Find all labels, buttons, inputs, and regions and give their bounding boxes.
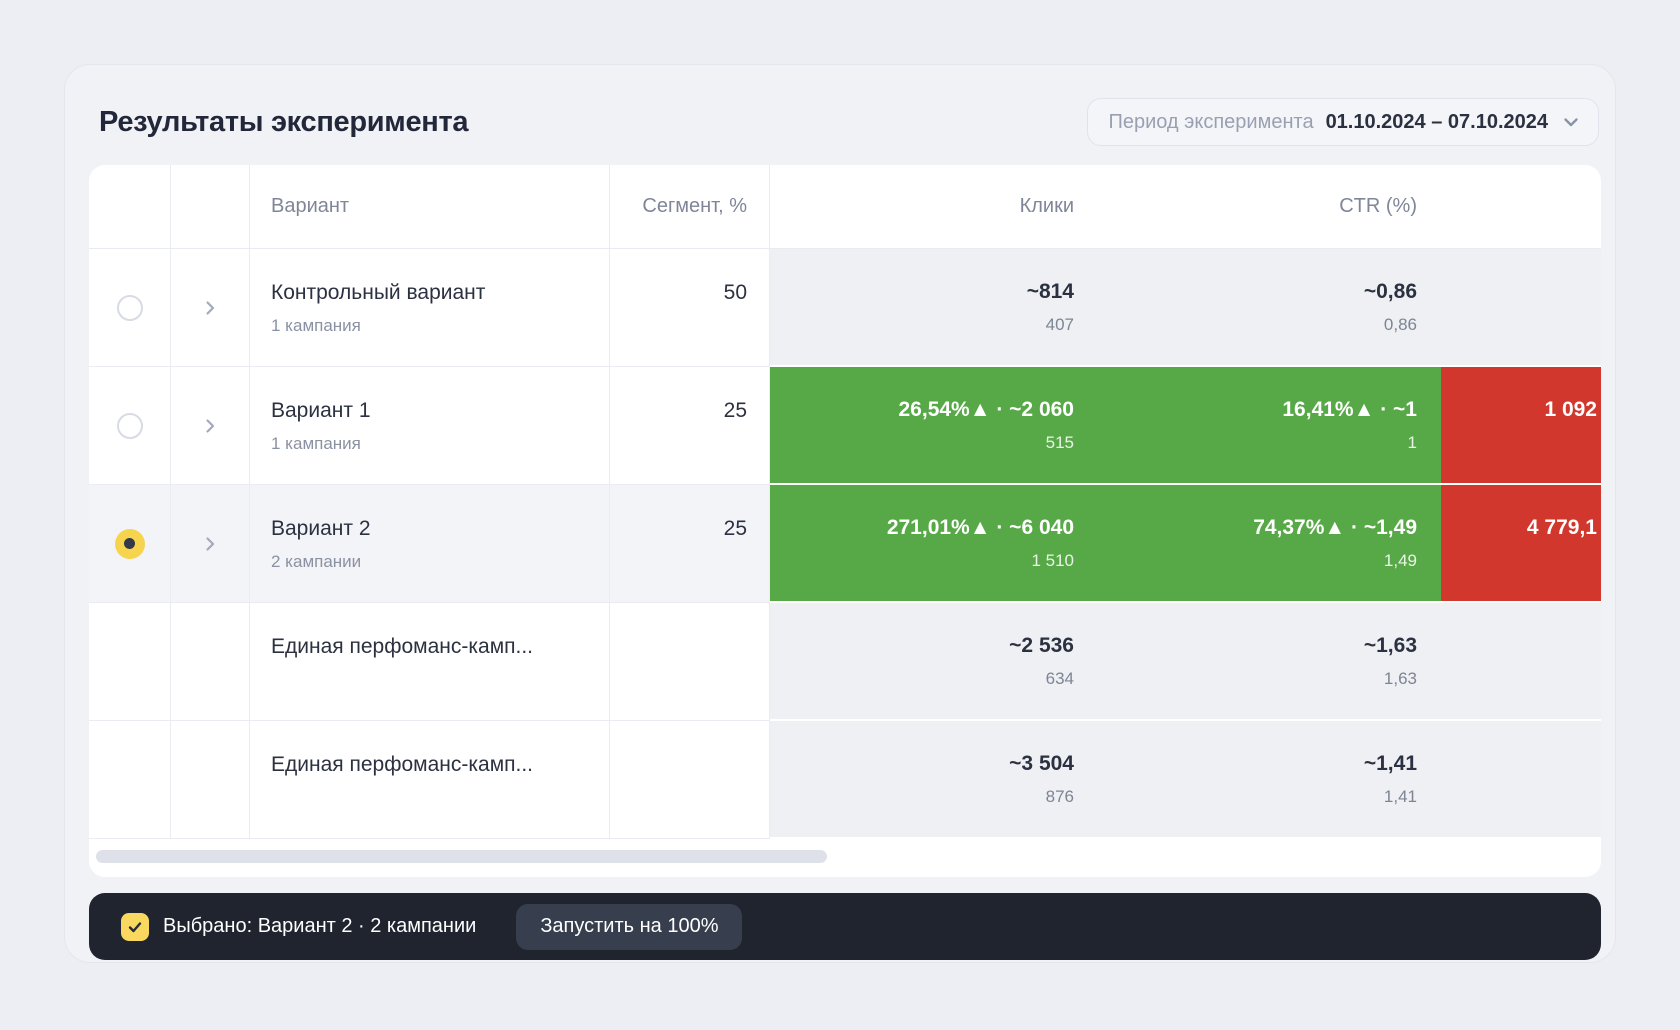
- table-row-variant-2[interactable]: Вариант 2 2 кампании 25 271,01%▲ · ~6 04…: [89, 485, 1601, 603]
- table-header-row: Вариант Сегмент, % Клики CTR (%): [89, 165, 1601, 249]
- page-title: Результаты эксперимента: [99, 105, 469, 138]
- clicks-primary: ~3 504: [1009, 752, 1074, 775]
- selection-summary: Выбрано: Вариант 2 · 2 кампании: [163, 915, 477, 937]
- variant-sublabel: 1 кампания: [271, 315, 361, 335]
- table-row-variant-1[interactable]: Вариант 1 1 кампания 25 26,54%▲ · ~2 060…: [89, 367, 1601, 485]
- extra-primary: 1 092: [1544, 398, 1597, 421]
- selection-checkbox[interactable]: [121, 912, 149, 941]
- column-header-extra: [1441, 165, 1601, 249]
- variant-name: Контрольный вариант: [271, 280, 486, 304]
- extra-metric-cell: [1441, 249, 1601, 367]
- table-row-campaign-1[interactable]: Единая перфоманс-камп... ~2 536 634 ~1,6…: [89, 603, 1601, 721]
- clicks-secondary: 515: [1045, 433, 1074, 452]
- variant-radio[interactable]: [116, 294, 143, 321]
- ctr-secondary: 1,49: [1383, 551, 1417, 570]
- expand-chevron-icon[interactable]: [201, 299, 219, 317]
- ctr-primary: ~0,86: [1363, 280, 1417, 303]
- ctr-primary: 16,41%▲ · ~1: [1282, 398, 1417, 421]
- variant-radio-selected[interactable]: [114, 528, 145, 559]
- clicks-primary: ~814: [1026, 280, 1074, 303]
- clicks-primary: 271,01%▲ · ~6 040: [886, 516, 1074, 539]
- selection-bar: Выбрано: Вариант 2 · 2 кампании Запустит…: [89, 893, 1601, 960]
- checkmark-icon: [128, 921, 142, 932]
- header-radio-column: [89, 165, 171, 249]
- table-row-control-variant[interactable]: Контрольный вариант 1 кампания 50 ~814 4…: [89, 249, 1601, 367]
- horizontal-scrollbar-thumb[interactable]: [96, 850, 827, 863]
- clicks-primary: ~2 536: [1009, 634, 1074, 657]
- results-table: Вариант Сегмент, % Клики CTR (%) Контрол…: [89, 165, 1601, 877]
- ctr-secondary: 1,41: [1383, 787, 1417, 806]
- expand-chevron-icon[interactable]: [201, 417, 219, 435]
- launch-button[interactable]: Запустить на 100%: [516, 903, 743, 950]
- variant-radio[interactable]: [116, 412, 143, 439]
- experiment-results-card: Результаты эксперимента Период экспериме…: [64, 64, 1616, 963]
- variant-sublabel: 1 кампания: [271, 433, 361, 453]
- clicks-secondary: 1 510: [1031, 551, 1074, 570]
- clicks-secondary: 407: [1045, 315, 1074, 334]
- column-header-clicks: Клики: [770, 165, 1098, 249]
- ctr-primary: 74,37%▲ · ~1,49: [1253, 516, 1417, 539]
- ctr-secondary: 0,86: [1383, 315, 1417, 334]
- segment-value: 25: [723, 398, 747, 422]
- campaign-name: Единая перфоманс-камп...: [271, 634, 534, 658]
- variant-name: Вариант 1: [271, 398, 371, 422]
- clicks-primary: 26,54%▲ · ~2 060: [898, 398, 1075, 421]
- chevron-down-icon: [1564, 118, 1578, 127]
- extra-primary: 4 779,1: [1526, 516, 1597, 539]
- extra-metric-cell: [1441, 721, 1601, 839]
- segment-value: 25: [723, 516, 747, 540]
- segment-value: 50: [723, 280, 747, 304]
- expand-chevron-icon[interactable]: [201, 535, 219, 553]
- clicks-secondary: 876: [1045, 787, 1074, 806]
- campaign-name: Единая перфоманс-камп...: [271, 752, 534, 776]
- ctr-primary: ~1,63: [1363, 634, 1417, 657]
- ctr-secondary: 1: [1407, 433, 1417, 452]
- period-value: 01.10.2024 – 07.10.2024: [1325, 110, 1548, 133]
- extra-metric-cell: [1441, 603, 1601, 721]
- column-header-ctr: CTR (%): [1098, 165, 1441, 249]
- period-selector[interactable]: Период эксперимента 01.10.2024 – 07.10.2…: [1087, 98, 1599, 146]
- header-expander-column: [171, 165, 250, 249]
- variant-sublabel: 2 кампании: [271, 551, 362, 571]
- ctr-primary: ~1,41: [1363, 752, 1417, 775]
- ctr-secondary: 1,63: [1383, 669, 1417, 688]
- period-label: Период эксперимента: [1108, 110, 1314, 133]
- horizontal-scrollbar: [89, 839, 1601, 877]
- column-header-variant: Вариант: [250, 165, 610, 249]
- variant-name: Вариант 2: [271, 516, 371, 540]
- clicks-secondary: 634: [1045, 669, 1074, 688]
- table-row-campaign-2[interactable]: Единая перфоманс-камп... ~3 504 876 ~1,4…: [89, 721, 1601, 839]
- column-header-segment: Сегмент, %: [610, 165, 770, 249]
- card-header: Результаты эксперимента Период экспериме…: [89, 97, 1599, 147]
